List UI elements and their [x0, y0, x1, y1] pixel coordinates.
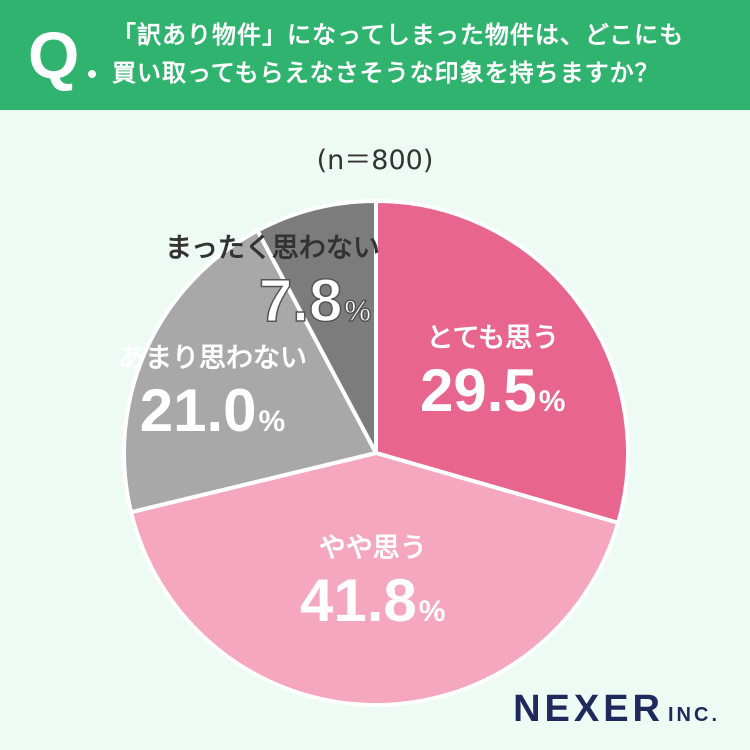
- slice-percent: 29.5%: [420, 356, 565, 437]
- logo-sub: INC.: [668, 704, 720, 726]
- percent-unit: %: [344, 294, 372, 329]
- percent-unit: %: [418, 595, 446, 628]
- slice-percent: 21.0%: [118, 376, 307, 457]
- nexer-logo: NEXER INC.: [513, 688, 720, 731]
- slice-category: あまり思わない: [118, 343, 307, 374]
- question-header: Q 「訳あり物件」になってしまった物件は、どこにも 買い取ってもらえなさそうな印…: [0, 0, 750, 110]
- q-dot: [88, 70, 96, 78]
- sample-size: (n＝800): [316, 145, 434, 176]
- slice-label-yaya-omou: やや思う 41.8%: [300, 532, 445, 647]
- pie-slice-0: [374, 199, 630, 525]
- logo-main: NEXER: [513, 688, 664, 730]
- slice-value: 41.8: [300, 567, 417, 634]
- slice-label-mattaku-omowanai: まったく思わない 7.8%: [165, 232, 380, 347]
- question-line-1: 「訳あり物件」になってしまった物件は、どこにも: [112, 21, 685, 49]
- percent-unit: %: [258, 405, 286, 438]
- slice-category: まったく思わない: [165, 233, 380, 264]
- slice-label-amari-omowanai: あまり思わない 21.0%: [118, 342, 307, 457]
- slice-category: とても思う: [426, 323, 560, 354]
- slice-value: 21.0: [139, 377, 257, 444]
- slice-value: 7.8: [258, 266, 343, 335]
- pie-slice-3: [255, 199, 378, 455]
- slice-category: やや思う: [318, 533, 427, 564]
- pie-slice-1: [129, 451, 621, 707]
- slice-percent: 7.8%: [165, 266, 380, 347]
- question-text: 「訳あり物件」になってしまった物件は、どこにも 買い取ってもらえなさそうな印象を…: [112, 16, 732, 92]
- q-mark: Q: [28, 18, 80, 92]
- question-line-2: 買い取ってもらえなさそうな印象を持ちますか？: [112, 59, 660, 87]
- slice-value: 29.5: [420, 357, 537, 424]
- slice-label-totemo-omou: とても思う 29.5%: [420, 322, 565, 437]
- percent-unit: %: [538, 385, 566, 418]
- slice-percent: 41.8%: [300, 566, 445, 647]
- pie-slice-2: [122, 228, 378, 515]
